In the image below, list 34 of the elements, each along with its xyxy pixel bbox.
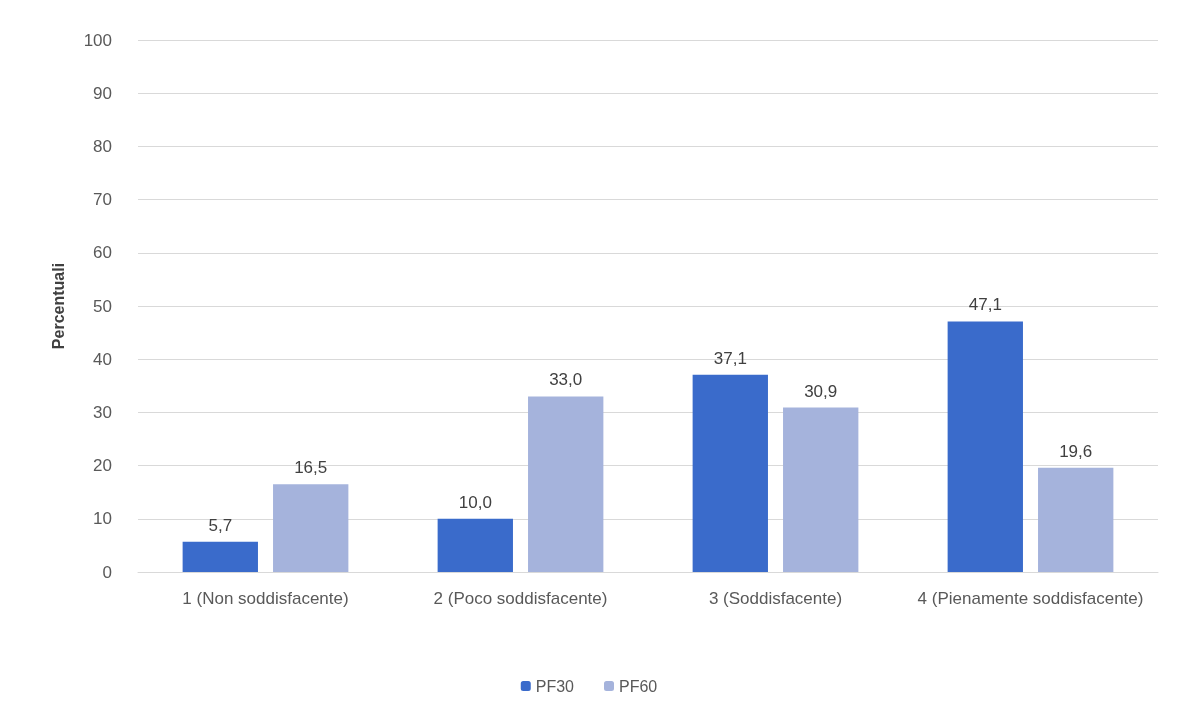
y-tick-label: 20 xyxy=(93,456,112,476)
data-label: 19,6 xyxy=(1059,441,1093,461)
x-tick-label: 4 (Pienamente soddisfacente) xyxy=(917,588,1144,608)
legend-label: PF60 xyxy=(619,677,658,695)
y-tick-label: 10 xyxy=(93,509,112,529)
y-tick-label: 30 xyxy=(93,402,112,422)
y-axis-title: Percentuali xyxy=(49,262,67,350)
y-tick-label: 50 xyxy=(93,296,112,316)
y-tick-label: 40 xyxy=(93,349,112,369)
bar xyxy=(783,407,859,572)
data-label: 37,1 xyxy=(713,348,747,368)
bar xyxy=(528,396,604,572)
data-label: 33,0 xyxy=(549,370,583,390)
bar xyxy=(947,321,1023,572)
y-tick-label: 90 xyxy=(93,83,112,103)
y-tick-label: 100 xyxy=(83,30,112,50)
x-tick-label: 2 (Poco soddisfacente) xyxy=(433,588,608,608)
bar xyxy=(1038,467,1114,572)
y-tick-label: 70 xyxy=(93,190,112,210)
data-label: 5,7 xyxy=(208,515,233,535)
data-label: 47,1 xyxy=(968,295,1002,315)
y-tick-label: 0 xyxy=(102,562,112,582)
x-tick-label: 1 (Non soddisfacente) xyxy=(182,588,349,608)
y-tick-label: 60 xyxy=(93,243,112,263)
x-tick-label: 3 (Soddisfacente) xyxy=(708,588,843,608)
data-label: 30,9 xyxy=(804,381,838,401)
bar xyxy=(437,518,513,572)
data-label: 10,0 xyxy=(458,492,492,512)
bar xyxy=(692,374,768,572)
legend-label: PF30 xyxy=(535,677,575,695)
y-tick-label: 80 xyxy=(93,136,112,156)
data-label: 16,5 xyxy=(294,458,328,478)
bar xyxy=(182,541,258,572)
bar xyxy=(273,484,349,572)
